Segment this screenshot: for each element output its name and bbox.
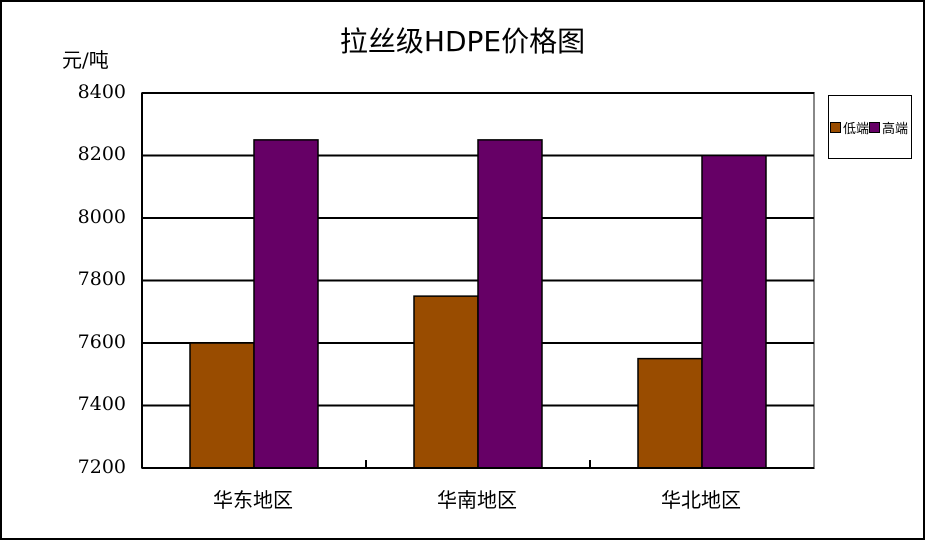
- y-tick-label: 7600: [77, 331, 126, 353]
- y-tick-label: 7200: [77, 456, 126, 478]
- x-category-label: 华南地区: [437, 488, 517, 512]
- chart-title: 拉丝级HDPE价格图: [339, 25, 586, 58]
- y-tick-label: 8200: [77, 143, 126, 165]
- bar-低端-华南地区: [413, 295, 479, 469]
- bar-低端-华东地区: [189, 342, 255, 469]
- x-category-label: 华东地区: [213, 488, 293, 512]
- y-tick-label: 7800: [77, 268, 126, 290]
- legend-label: 低端: [843, 122, 870, 137]
- bar-低端-华北地区: [637, 357, 703, 469]
- legend-label: 高端: [882, 122, 909, 137]
- y-tick-label: 7400: [77, 393, 126, 415]
- legend-item-low: 低端: [830, 118, 869, 137]
- legend-item-high: 高端: [869, 118, 908, 137]
- x-category-label: 华北地区: [661, 488, 741, 512]
- legend-swatch-icon: [830, 122, 841, 133]
- bar-高端-华南地区: [477, 139, 543, 469]
- y-tick-label: 8000: [77, 206, 126, 228]
- bar-高端-华北地区: [701, 154, 767, 469]
- legend-swatch-icon: [869, 122, 880, 133]
- y-tick-label: 8400: [77, 81, 126, 103]
- y-axis-unit: 元/吨: [62, 48, 109, 72]
- bar-高端-华东地区: [253, 139, 319, 469]
- legend: 低端 高端: [828, 95, 912, 159]
